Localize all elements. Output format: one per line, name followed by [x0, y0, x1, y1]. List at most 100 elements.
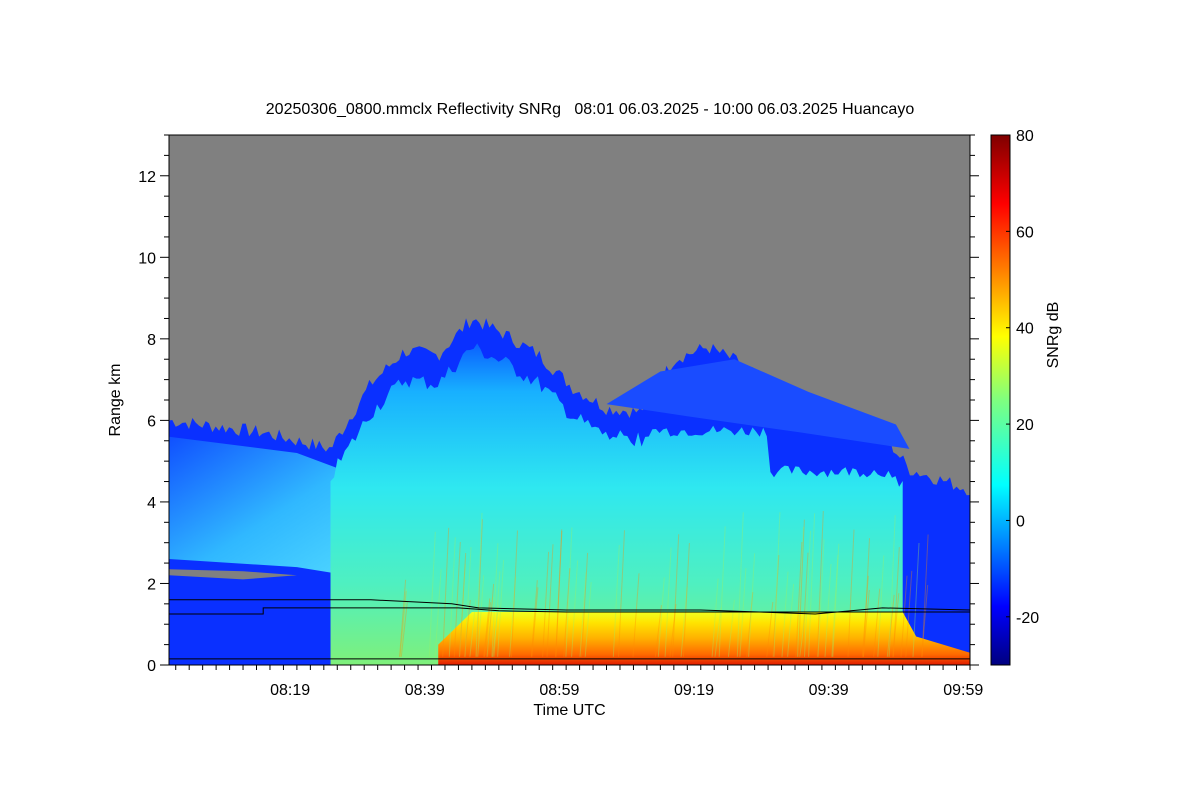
- fall-streak: [862, 589, 870, 657]
- x-tick-label: 09:59: [943, 682, 983, 699]
- fall-streak: [531, 587, 539, 657]
- echo-region-core: [330, 343, 903, 665]
- fall-streak: [801, 552, 809, 657]
- fall-streak: [905, 570, 913, 657]
- fall-streak: [579, 572, 587, 657]
- series-line-upper: [169, 599, 970, 615]
- fall-streak: [863, 538, 870, 657]
- fall-streak: [459, 564, 466, 657]
- fall-streak: [530, 580, 538, 657]
- fall-streak: [736, 512, 744, 657]
- fall-streak: [877, 555, 885, 657]
- colorbar-tick-label: 40: [1016, 321, 1034, 338]
- fall-streak: [632, 573, 640, 657]
- fall-streak: [584, 582, 592, 657]
- y-tick-label: 6: [147, 413, 156, 430]
- fall-streak: [464, 547, 472, 657]
- fall-streak: [748, 553, 756, 657]
- colorbar-tick-label: -20: [1016, 610, 1039, 627]
- echo-region-rain: [438, 612, 970, 665]
- fall-streak: [475, 512, 483, 657]
- fall-streak: [475, 519, 483, 657]
- fall-streak: [669, 603, 677, 657]
- fall-streak: [477, 575, 485, 657]
- fall-streak: [714, 607, 722, 657]
- fall-streak: [912, 542, 920, 657]
- fall-streak: [873, 588, 881, 657]
- fall-streak: [772, 554, 780, 657]
- fall-streak: [484, 602, 491, 657]
- y-tick-label: 8: [147, 332, 156, 349]
- echo-gap: [169, 569, 297, 580]
- x-tick-label: 08:19: [270, 682, 310, 699]
- y-axis-label: Range km: [107, 364, 124, 437]
- colorbar-tick-label: 80: [1016, 128, 1034, 145]
- fall-streak: [486, 596, 494, 657]
- colorbar-label: SNRg dB: [1045, 302, 1062, 369]
- plot-area: [169, 135, 970, 665]
- fall-streak: [448, 537, 456, 657]
- fall-streak: [797, 526, 804, 657]
- y-tick-label: 4: [147, 495, 156, 512]
- fall-streak: [781, 571, 789, 657]
- fall-streak: [509, 576, 517, 657]
- fall-streak: [664, 547, 672, 657]
- fall-streak: [459, 552, 467, 657]
- series-line-lower: [169, 607, 970, 615]
- fall-streak: [787, 583, 795, 657]
- fall-streak: [453, 541, 461, 657]
- echo-region-right-layer: [606, 359, 910, 449]
- x-tick-label: 09:39: [809, 682, 849, 699]
- fall-streak: [886, 602, 894, 657]
- fall-streak: [442, 527, 450, 657]
- fall-streak: [555, 530, 563, 657]
- fall-streak: [816, 510, 824, 657]
- fall-streak: [861, 575, 869, 657]
- fall-streak: [847, 529, 855, 657]
- fall-streak: [808, 513, 816, 657]
- fall-streak: [563, 568, 571, 657]
- fall-streak: [892, 547, 900, 657]
- y-tick-label: 2: [147, 576, 156, 593]
- y-tick-label: 10: [138, 250, 156, 267]
- colorbar-tick-label: 0: [1016, 513, 1025, 530]
- fall-streak: [434, 569, 442, 657]
- fall-streak: [491, 543, 499, 657]
- fall-streak: [887, 594, 895, 657]
- x-tick-label: 09:19: [674, 682, 714, 699]
- chart-title: 20250306_0800.mmclx Reflectivity SNRg 08…: [266, 101, 915, 118]
- fall-streak: [618, 530, 625, 657]
- fall-streak: [612, 544, 620, 657]
- fall-streak: [799, 609, 807, 657]
- fall-streak: [399, 588, 407, 657]
- fall-streak: [682, 542, 690, 657]
- fall-streak: [797, 519, 805, 657]
- fall-streak: [727, 599, 735, 657]
- fall-streak: [888, 515, 896, 657]
- fall-streak: [555, 529, 563, 657]
- fall-streak: [773, 512, 781, 657]
- fall-streak: [718, 526, 726, 657]
- fall-streak: [832, 543, 840, 657]
- fall-streak: [511, 530, 518, 657]
- fall-streak: [654, 605, 662, 657]
- x-axis: 08:19 08:39 08:59 09:19 09:39 09:59: [175, 665, 983, 699]
- y-axis: 0 2 4 6 8 10 12: [138, 134, 979, 675]
- fall-streak: [571, 560, 579, 657]
- fall-streak: [804, 530, 811, 657]
- colorbar: -20 0 20 40 60 80 SNRg dB: [990, 128, 1062, 666]
- fall-streaks: [399, 510, 929, 657]
- fall-streak: [766, 601, 774, 657]
- colorbar-scale: [990, 134, 1011, 666]
- fall-streak: [711, 578, 719, 657]
- colorbar-tick-label: 20: [1016, 417, 1034, 434]
- fall-streak: [542, 551, 550, 657]
- fall-streak: [831, 554, 839, 657]
- fall-streak: [428, 531, 436, 657]
- fall-streak: [399, 579, 407, 657]
- fall-streak: [921, 534, 929, 657]
- fall-streak: [824, 563, 832, 657]
- x-tick-label: 08:39: [405, 682, 445, 699]
- fall-streak: [921, 584, 929, 657]
